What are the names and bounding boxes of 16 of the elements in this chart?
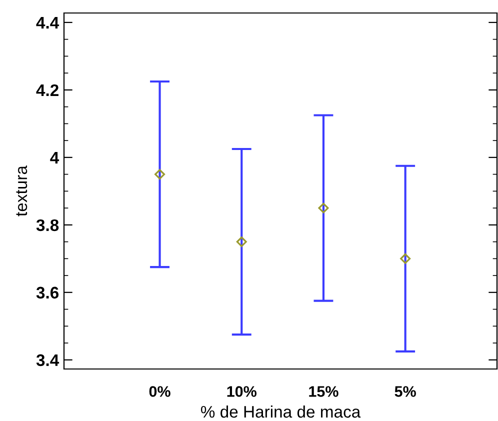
y-tick-label: 4.4 (36, 17, 60, 28)
point (236, 236, 247, 248)
y-tick-label: 3.8 (36, 219, 59, 232)
y-tick-label: 3.6 (36, 286, 59, 299)
x-tick-label: 15% (309, 386, 338, 397)
x-tick-label: 0% (149, 386, 170, 397)
x-tick-label: 5% (394, 386, 416, 397)
y-axis-title: textura (16, 166, 28, 216)
y-tick-label: 4.2 (36, 84, 58, 96)
x-axis-title: % de Harina de maca (200, 405, 361, 418)
point (154, 169, 166, 180)
y-tick-label: 3.4 (36, 354, 60, 366)
x-tick-label: 10% (227, 386, 257, 397)
point (318, 202, 329, 214)
y-tick-label: 4 (50, 152, 60, 164)
point (400, 253, 411, 264)
